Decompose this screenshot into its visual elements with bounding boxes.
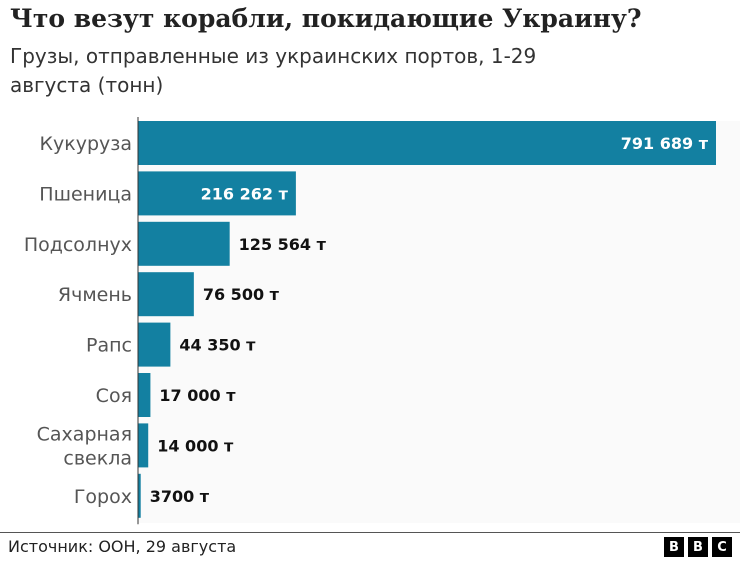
category-label: свекла bbox=[63, 447, 132, 469]
data-label: 216 262 т bbox=[201, 184, 289, 203]
data-label: 3700 т bbox=[150, 487, 210, 506]
data-label: 17 000 т bbox=[159, 386, 236, 405]
data-label: 44 350 т bbox=[179, 336, 256, 355]
bar bbox=[138, 272, 194, 317]
category-label: Рапс bbox=[86, 335, 132, 357]
logo-letter: C bbox=[712, 537, 732, 557]
category-label: Кукуруза bbox=[39, 133, 132, 155]
data-label: 791 689 т bbox=[621, 134, 709, 153]
logo-letter: B bbox=[688, 537, 708, 557]
category-label: Горох bbox=[74, 486, 132, 508]
bar bbox=[138, 171, 296, 216]
logo-letter: B bbox=[664, 537, 684, 557]
chart-title: Что везут корабли, покидающие Украину? bbox=[10, 4, 642, 33]
source-note: Источник: ООН, 29 августа bbox=[8, 537, 237, 556]
category-label: Ячмень bbox=[58, 284, 132, 306]
category-label: Пшеница bbox=[39, 183, 132, 205]
category-label: Соя bbox=[96, 385, 132, 407]
category-label: Сахарная bbox=[37, 423, 132, 445]
bar bbox=[138, 473, 141, 518]
data-label: 14 000 т bbox=[157, 436, 234, 455]
bar bbox=[138, 322, 171, 367]
footer-divider bbox=[0, 532, 740, 533]
bar bbox=[138, 373, 151, 417]
data-label: 125 564 т bbox=[239, 235, 327, 254]
category-label: Подсолнух bbox=[24, 234, 132, 256]
chart-subtitle: Грузы, отправленные из украинских портов… bbox=[10, 44, 537, 97]
bar bbox=[138, 423, 149, 468]
bbc-logo: B B C bbox=[664, 537, 732, 557]
bar bbox=[138, 121, 716, 165]
data-label: 76 500 т bbox=[203, 285, 280, 304]
bar bbox=[138, 221, 230, 266]
